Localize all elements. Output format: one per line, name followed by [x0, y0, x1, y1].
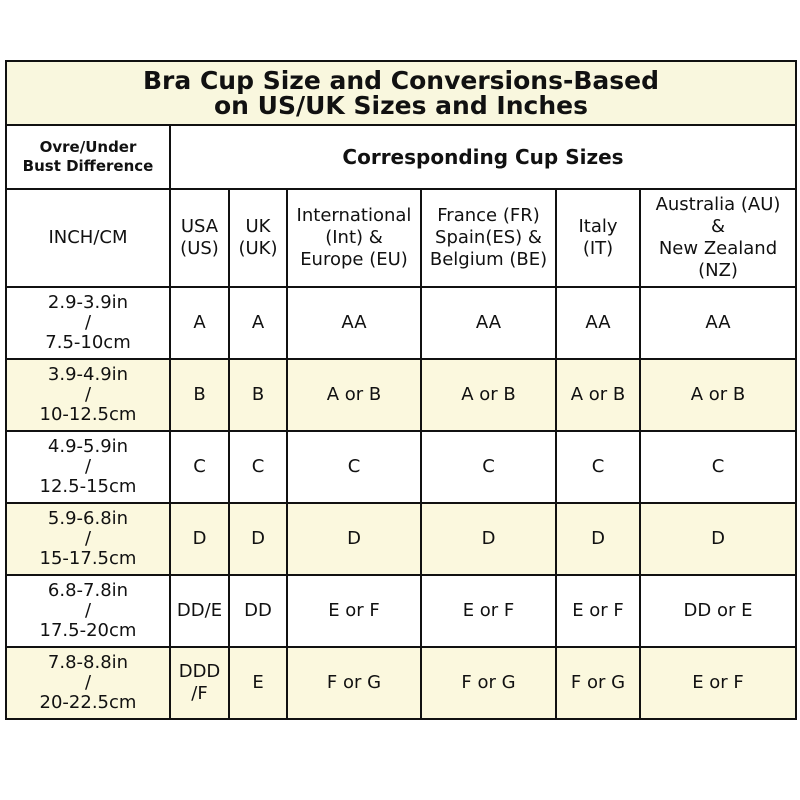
column-header-line: France (FR) [437, 205, 540, 226]
column-header-international-eu: International (Int) & Europe (EU) [286, 188, 422, 288]
column-header-france-spain-belgium: France (FR) Spain(ES) & Belgium (BE) [420, 188, 557, 288]
cup-size-cell-fr: D [420, 502, 557, 576]
cup-size-cell-uk: A [228, 286, 288, 360]
table-row: 4.9-5.9in/12.5-15cm C C C C C C [5, 430, 797, 504]
cup-size-cell-eu: AA [286, 286, 422, 360]
cup-size-cell-au: AA [639, 286, 797, 360]
cup-size-cell-eu: A or B [286, 358, 422, 432]
range-line: 5.9-6.8in [47, 508, 129, 529]
column-header-line: (NZ) [698, 260, 738, 281]
range-line: / [84, 528, 92, 549]
range-line: 12.5-15cm [39, 476, 137, 497]
cup-size-cell-au: A or B [639, 358, 797, 432]
column-header-line: Italy [578, 216, 618, 237]
column-header-usa: USA (US) [169, 188, 230, 288]
bust-range-cell: 4.9-5.9in/12.5-15cm [5, 430, 171, 504]
table-row: 2.9-3.9in/7.5-10cm A A AA AA AA AA [5, 286, 797, 360]
column-header-uk: UK (UK) [228, 188, 288, 288]
cup-size-cell-eu: D [286, 502, 422, 576]
column-header-line: Belgium (BE) [429, 249, 548, 270]
column-header-line: USA [180, 216, 219, 237]
cup-size-cell-us: DD/E [169, 574, 230, 648]
range-line: 3.9-4.9in [47, 364, 129, 385]
column-header-line: UK [245, 216, 271, 237]
column-header-line: Spain(ES) & [435, 227, 542, 248]
cup-size-cell-it: F or G [555, 646, 641, 720]
cup-size-cell-it: C [555, 430, 641, 504]
cup-size-cell-au: C [639, 430, 797, 504]
cup-size-cell-uk: E [228, 646, 288, 720]
cup-size-cell-uk: D [228, 502, 288, 576]
cup-size-cell-us: DDD /F [169, 646, 230, 720]
bust-difference-header: Ovre/Under Bust Difference [5, 124, 171, 190]
cup-size-cell-eu: F or G [286, 646, 422, 720]
bust-range-cell: 6.8-7.8in/17.5-20cm [5, 574, 171, 648]
cup-size-cell-it: AA [555, 286, 641, 360]
bust-range-cell: 3.9-4.9in/10-12.5cm [5, 358, 171, 432]
cup-size-cell-fr: AA [420, 286, 557, 360]
column-header-line: International [296, 205, 412, 226]
column-header-line: (UK) [238, 238, 278, 259]
range-line: 20-22.5cm [39, 692, 137, 713]
cup-size-cell-eu: C [286, 430, 422, 504]
cup-size-cell-fr: E or F [420, 574, 557, 648]
corresponding-cup-sizes-header: Corresponding Cup Sizes [169, 124, 797, 190]
cup-size-cell-fr: A or B [420, 358, 557, 432]
bust-range-cell: 7.8-8.8in/20-22.5cm [5, 646, 171, 720]
cup-size-cell-au: E or F [639, 646, 797, 720]
column-header-line: (US) [180, 238, 219, 259]
range-line: 2.9-3.9in [47, 292, 129, 313]
cup-size-cell-fr: F or G [420, 646, 557, 720]
range-line: 4.9-5.9in [47, 436, 129, 457]
table-row: 5.9-6.8in/15-17.5cm D D D D D D [5, 502, 797, 576]
column-header-italy: Italy (IT) [555, 188, 641, 288]
range-line: / [84, 312, 92, 333]
cup-size-cell-fr: C [420, 430, 557, 504]
column-header-line: New Zealand [658, 238, 778, 259]
cup-size-cell-uk: B [228, 358, 288, 432]
cup-size-cell-us: A [169, 286, 230, 360]
column-header-line: INCH/CM [48, 227, 128, 248]
column-header-line: (IT) [582, 238, 614, 259]
column-header-line: (Int) & [325, 227, 383, 248]
range-line: 17.5-20cm [39, 620, 137, 641]
title-line-1: Bra Cup Size and Conversions-Based [143, 66, 659, 95]
header-line: Bust Difference [22, 157, 154, 175]
cup-size-cell-us: B [169, 358, 230, 432]
range-line: / [84, 456, 92, 477]
cup-size-cell-au: D [639, 502, 797, 576]
cup-size-cell-uk: DD [228, 574, 288, 648]
column-header-line: Europe (EU) [300, 249, 408, 270]
range-line: 6.8-7.8in [47, 580, 129, 601]
range-line: / [84, 600, 92, 621]
header-line: Ovre/Under [39, 138, 137, 156]
range-line: 10-12.5cm [39, 404, 137, 425]
table-title: Bra Cup Size and Conversions-Based on US… [5, 60, 797, 126]
cup-size-cell-it: D [555, 502, 641, 576]
column-header-australia-nz: Australia (AU) & New Zealand (NZ) [639, 188, 797, 288]
cup-size-cell-eu: E or F [286, 574, 422, 648]
range-line: 7.8-8.8in [47, 652, 129, 673]
cup-size-cell-uk: C [228, 430, 288, 504]
range-line: / [84, 672, 92, 693]
cup-size-cell-it: E or F [555, 574, 641, 648]
title-line-2: on US/UK Sizes and Inches [214, 91, 588, 120]
column-header-line: & [710, 216, 726, 237]
range-line: 7.5-10cm [45, 332, 131, 353]
cup-size-cell-au: DD or E [639, 574, 797, 648]
column-header-line: Australia (AU) [655, 194, 781, 215]
cup-size-table: Bra Cup Size and Conversions-Based on US… [5, 60, 797, 720]
bust-range-cell: 2.9-3.9in/7.5-10cm [5, 286, 171, 360]
bust-range-cell: 5.9-6.8in/15-17.5cm [5, 502, 171, 576]
range-line: / [84, 384, 92, 405]
cup-size-cell-us: C [169, 430, 230, 504]
range-line: 15-17.5cm [39, 548, 137, 569]
column-header-inch-cm: INCH/CM [5, 188, 171, 288]
cup-size-cell-it: A or B [555, 358, 641, 432]
cup-size-cell-us: D [169, 502, 230, 576]
